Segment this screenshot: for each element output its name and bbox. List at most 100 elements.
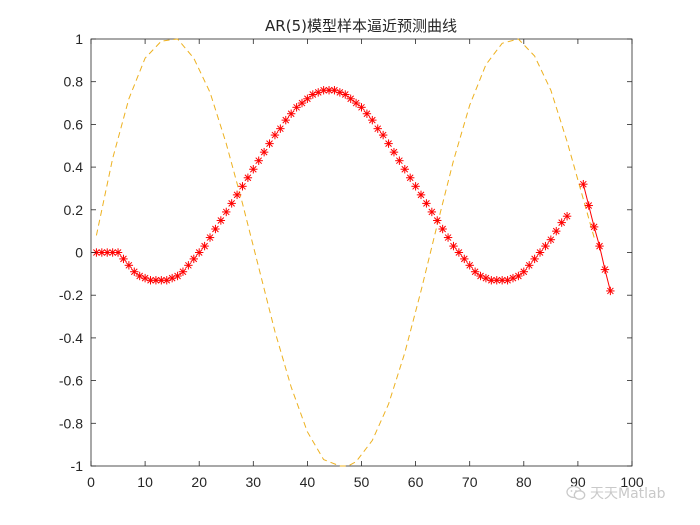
data-point-star — [584, 201, 593, 210]
x-tick-label: 20 — [191, 474, 207, 490]
data-point-star — [433, 216, 442, 225]
data-point-star — [595, 241, 604, 251]
data-point-star — [519, 267, 528, 276]
data-point-star — [227, 199, 236, 208]
data-point-star — [189, 254, 198, 264]
data-point-star — [140, 273, 150, 283]
data-point-star — [449, 241, 458, 251]
data-point-star — [119, 254, 128, 264]
series-line-forecast — [582, 184, 611, 292]
x-tick-label: 30 — [246, 474, 262, 490]
data-point-star — [454, 248, 464, 257]
x-tick-label: 60 — [408, 474, 424, 490]
y-tick-label: -0.6 — [59, 373, 83, 389]
data-point-star — [422, 199, 431, 208]
data-point-star — [460, 254, 469, 264]
data-point-star — [292, 103, 301, 112]
data-point-star — [368, 115, 377, 125]
data-point-star — [525, 261, 534, 270]
y-tick-label: 0 — [75, 245, 83, 261]
series-line-dashed — [95, 38, 595, 467]
data-point-star — [400, 165, 409, 174]
data-point-star — [487, 276, 496, 285]
data-point-star — [552, 226, 561, 236]
data-point-star — [416, 190, 426, 200]
data-point-star — [265, 139, 274, 148]
data-point-star — [205, 233, 215, 242]
x-tick-label: 80 — [516, 474, 532, 490]
data-point-star — [411, 182, 420, 191]
x-tick-label: 100 — [620, 474, 644, 490]
data-point-star — [362, 109, 372, 118]
x-tick-label: 40 — [300, 474, 316, 490]
data-point-star — [276, 124, 285, 133]
y-tick-label: -0.8 — [59, 415, 83, 431]
data-point-star — [465, 261, 474, 270]
data-point-star — [427, 207, 437, 217]
data-point-star — [378, 130, 388, 140]
data-point-star — [530, 254, 539, 264]
data-point-star — [259, 147, 269, 157]
y-tick-label: 0.8 — [64, 74, 84, 90]
data-point-star — [243, 173, 253, 182]
data-point-star — [562, 212, 572, 221]
x-tick-label: 50 — [354, 474, 370, 490]
data-point-star — [438, 224, 447, 234]
data-point-star — [113, 248, 123, 257]
data-point-star — [130, 267, 139, 276]
data-point-star — [606, 286, 615, 296]
wechat-icon — [566, 485, 586, 500]
data-point-star — [470, 267, 480, 276]
data-point-star — [319, 86, 328, 95]
data-point-star — [405, 173, 415, 182]
data-point-star — [357, 103, 366, 112]
data-point-star — [579, 179, 588, 189]
y-tick-label: -0.4 — [59, 330, 83, 346]
y-tick-label: 1 — [75, 31, 83, 47]
data-point-star — [232, 190, 242, 200]
data-point-star — [222, 207, 231, 217]
data-point-star — [211, 224, 220, 234]
y-tick-label: 0.2 — [64, 202, 84, 218]
data-point-star — [254, 156, 263, 165]
x-tick-label: 10 — [137, 474, 153, 490]
chart-title: AR(5)模型样本逼近预测曲线 — [265, 17, 457, 35]
data-point-star — [341, 90, 350, 99]
y-tick-label: 0.6 — [64, 116, 84, 132]
data-point-star — [514, 271, 523, 281]
data-point-star — [281, 115, 290, 125]
data-point-star — [389, 147, 399, 157]
data-point-star — [541, 241, 550, 251]
data-point-star — [373, 124, 382, 133]
data-point-star — [178, 267, 188, 276]
data-point-star — [535, 248, 545, 257]
data-point-star — [492, 276, 501, 285]
data-point-star — [238, 182, 247, 191]
data-point-star — [216, 216, 226, 225]
watermark: 天天Matlab — [566, 483, 666, 503]
data-point-star — [351, 98, 361, 108]
watermark-text: 天天Matlab — [590, 486, 666, 502]
data-point-star — [589, 222, 599, 232]
data-point-star — [297, 98, 307, 108]
data-point-star — [395, 156, 404, 165]
data-point-star — [600, 265, 610, 274]
data-point-star — [249, 165, 258, 174]
data-point-star — [173, 271, 182, 281]
data-point-star — [303, 94, 312, 103]
y-tick-label: 0.4 — [64, 159, 84, 175]
series-layer — [92, 38, 615, 467]
data-point-star — [286, 109, 296, 118]
plot-area — [90, 38, 633, 467]
x-tick-label: 70 — [462, 474, 478, 490]
data-point-star — [270, 130, 280, 140]
data-point-star — [557, 218, 566, 227]
data-point-star — [195, 248, 204, 257]
data-point-star — [151, 276, 161, 285]
axes-layer: 0 10 20 30 40 50 60 70 80 90 100-1-0.8-0.6-0.4-0.2… — [59, 31, 644, 490]
data-point-star — [124, 261, 134, 270]
data-point-star — [200, 241, 209, 251]
data-point-star — [443, 233, 453, 242]
y-tick-label: -1 — [71, 458, 84, 474]
